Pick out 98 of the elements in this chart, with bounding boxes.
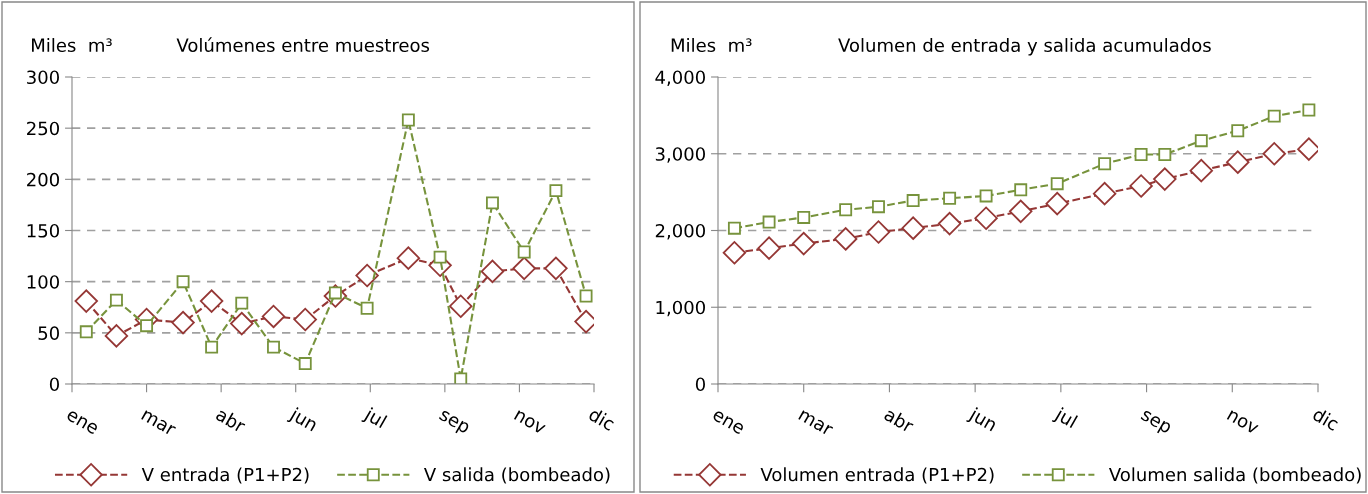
- y-axis-title: Miles m³: [32, 38, 112, 53]
- chart-title: Volumen de entrada y salida acumulados: [838, 38, 1211, 56]
- point: [360, 301, 374, 315]
- point: [267, 340, 280, 354]
- x-tick-label: ene: [65, 409, 99, 435]
- point: [1129, 174, 1153, 198]
- y-axis-title: Miles m³: [671, 38, 752, 53]
- x-tick-label: mar: [141, 410, 177, 437]
- x-tick-label: mar: [798, 410, 834, 437]
- point: [937, 211, 962, 236]
- legend-label: V entrada (P1+P2): [141, 467, 309, 484]
- y-tick-label: 3,000: [655, 147, 705, 163]
- x-tick-label: nov: [1226, 410, 1259, 435]
- y-tick-label: 4,000: [655, 70, 705, 86]
- point: [396, 246, 421, 270]
- point: [1302, 103, 1316, 117]
- y-tick-label: 100: [27, 275, 59, 289]
- point: [872, 200, 885, 214]
- x-tick-label: sep: [1138, 409, 1172, 437]
- x-tick-label: sep: [436, 409, 470, 437]
- point: [293, 307, 317, 332]
- point: [485, 196, 499, 210]
- point: [205, 340, 219, 354]
- point: [727, 221, 741, 235]
- y-tick-label: 150: [27, 223, 59, 238]
- point: [722, 241, 747, 265]
- point: [979, 189, 993, 203]
- point: [579, 289, 593, 303]
- point: [140, 319, 154, 333]
- y-tick-label: 50: [38, 326, 59, 340]
- point: [176, 275, 190, 289]
- point: [235, 296, 249, 310]
- point: [866, 220, 891, 244]
- point: [1009, 199, 1033, 224]
- point: [230, 311, 254, 336]
- y-tick-label: 300: [27, 70, 59, 85]
- point: [79, 325, 93, 339]
- point: [1262, 142, 1286, 166]
- x-tick-label: jun: [286, 406, 319, 435]
- point: [943, 191, 957, 205]
- y-tick-label: 1,000: [656, 300, 705, 317]
- x-tick-label: abr: [883, 406, 916, 434]
- point: [1134, 148, 1148, 161]
- point: [906, 194, 920, 208]
- point: [1098, 157, 1112, 171]
- x-tick-label: jul: [361, 406, 388, 432]
- point: [1231, 124, 1245, 138]
- point: [171, 310, 195, 335]
- point: [1226, 150, 1250, 174]
- point: [757, 236, 781, 260]
- point: [1092, 181, 1117, 206]
- point: [1050, 177, 1064, 191]
- point: [261, 304, 286, 329]
- point: [109, 293, 123, 307]
- point: [1045, 191, 1069, 216]
- point: [512, 256, 536, 281]
- point: [74, 289, 98, 313]
- point: [792, 231, 816, 256]
- x-tick-label: ene: [711, 409, 745, 435]
- point: [298, 357, 312, 370]
- point: [1158, 148, 1172, 161]
- point: [199, 289, 224, 313]
- point: [544, 256, 568, 281]
- point: [517, 245, 531, 259]
- point: [1014, 183, 1028, 197]
- point: [1267, 109, 1281, 123]
- y-tick-label: 250: [27, 121, 59, 136]
- point: [1189, 158, 1213, 183]
- legend-label: Volumen entrada (P1+P2): [760, 467, 994, 484]
- point: [797, 210, 811, 224]
- x-tick-label: jun: [966, 406, 998, 435]
- y-tick-label: 0: [695, 377, 705, 392]
- y-tick-label: 0: [49, 377, 59, 392]
- point: [480, 259, 505, 284]
- point: [1194, 134, 1208, 148]
- legend-label: Volumen salida (bombeado): [1108, 467, 1361, 484]
- y-tick-label: 200: [27, 172, 59, 187]
- x-tick-label: dic: [587, 406, 616, 431]
- point: [355, 263, 379, 288]
- point: [833, 227, 858, 251]
- x-tick-label: abr: [215, 406, 248, 434]
- point: [549, 184, 563, 198]
- point: [839, 203, 853, 217]
- legend-label: V salida (bombeado): [423, 467, 610, 484]
- point: [433, 250, 447, 264]
- point: [974, 206, 998, 230]
- x-tick-label: nov: [513, 410, 546, 435]
- point: [1153, 167, 1177, 191]
- point: [401, 113, 415, 127]
- x-tick-label: dic: [1311, 406, 1340, 431]
- chart-title: Volúmenes entre muestreos: [176, 37, 430, 53]
- x-tick-label: jul: [1051, 406, 1078, 432]
- point: [454, 372, 468, 384]
- point: [449, 294, 473, 318]
- point: [901, 216, 925, 240]
- point: [104, 324, 129, 348]
- y-tick-label: 2,000: [655, 223, 705, 240]
- point: [762, 215, 776, 229]
